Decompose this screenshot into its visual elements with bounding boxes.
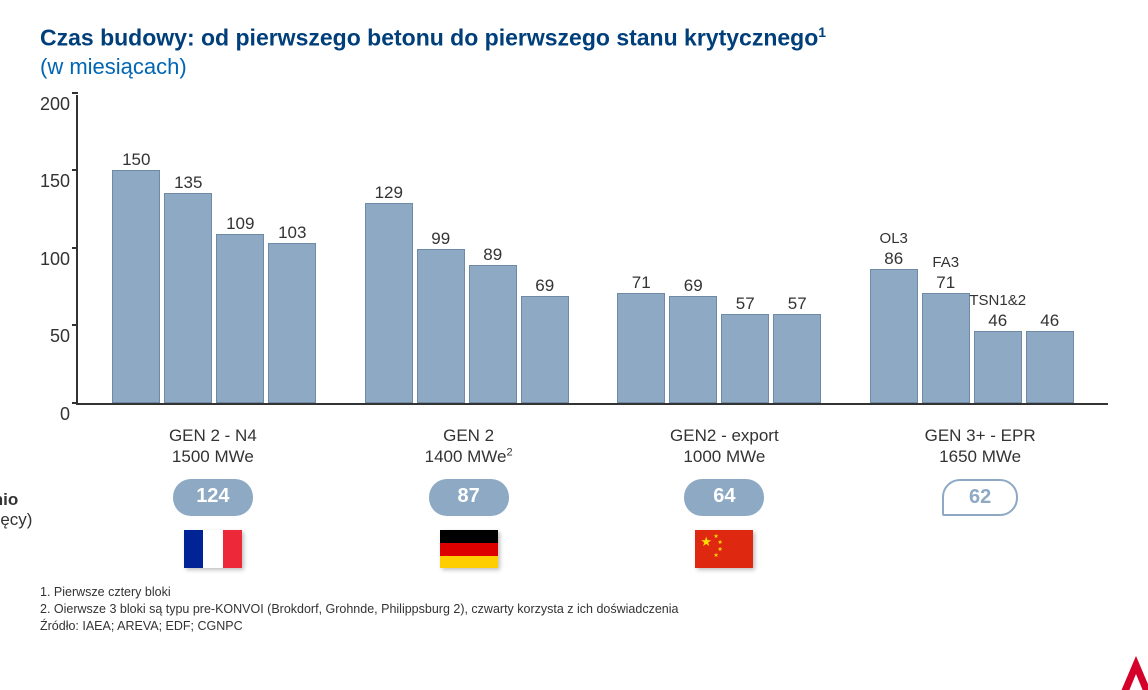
bar-value-label: 71	[632, 274, 651, 291]
category-label: GEN 21400 MWe2	[341, 425, 597, 468]
footnote-2: 2. Oierwsze 3 bloki są typu pre-KONVOI (…	[40, 601, 1108, 618]
bar-extra-label: OL3	[880, 230, 908, 248]
bar-extra-label: TSN1&2	[969, 292, 1026, 310]
bar-value-label: 69	[684, 277, 703, 294]
title-sup: 1	[818, 24, 826, 40]
title-text: Czas budowy: od pierwszego betonu do pie…	[40, 25, 818, 51]
flag-france-icon	[184, 530, 242, 568]
y-axis: 200150100500	[40, 95, 76, 415]
bar: 46	[1026, 95, 1074, 403]
average-label: Średnio (miesięcy)	[0, 490, 75, 531]
bar-group: OL386FA371TSN1&24646	[846, 95, 1098, 403]
bar-group: 129 99 89 69	[341, 95, 593, 403]
footnote-1: 1. Pierwsze cztery bloki	[40, 584, 1108, 601]
average-row: Średnio (miesięcy) 124876462	[40, 479, 1108, 516]
y-tick-label: 100	[40, 250, 70, 328]
category-row: GEN 2 - N41500 MWeGEN 21400 MWe2GEN2 - e…	[40, 425, 1108, 468]
y-tick-label: 200	[40, 95, 70, 173]
bar-rect	[773, 314, 821, 402]
average-cell: 87	[341, 479, 597, 516]
average-cell: 64	[597, 479, 853, 516]
bar-value-label: 135	[174, 174, 202, 191]
bar-rect	[469, 265, 517, 403]
bar-value-label: 57	[736, 295, 755, 312]
flag-china-icon: ★★★★★	[695, 530, 753, 568]
average-cell: 124	[85, 479, 341, 516]
bar: 89	[469, 95, 517, 403]
bar: FA371	[922, 95, 970, 403]
bar: 103	[268, 95, 316, 403]
average-cells: 124 87 64 62	[40, 479, 1108, 516]
category-label: GEN 2 - N41500 MWe	[85, 425, 341, 468]
bar: 129	[365, 95, 413, 403]
bar: 99	[417, 95, 465, 403]
bar-rect	[617, 293, 665, 403]
brand-logo-icon	[1106, 648, 1148, 690]
flag-cell	[852, 530, 1108, 568]
bar-rect	[521, 296, 569, 403]
category-label: GEN2 - export1000 MWe	[597, 425, 853, 468]
y-tick-label: 0	[60, 405, 70, 415]
flag-row: ★★★★★	[40, 530, 1108, 568]
footnotes: 1. Pierwsze cztery bloki 2. Oierwsze 3 b…	[40, 584, 1108, 635]
bar-rect	[268, 243, 316, 403]
bar-rect	[721, 314, 769, 402]
bar-extra-label: FA3	[932, 254, 959, 272]
bar-value-label: 57	[788, 295, 807, 312]
bar-value-label: 46	[1040, 312, 1059, 329]
bar-rect	[669, 296, 717, 403]
plot-area: 15013510910312999896971695757OL386FA371T…	[76, 95, 1108, 405]
bar-rect	[112, 170, 160, 403]
bar-value-label: 99	[431, 230, 450, 247]
bar-rect	[365, 203, 413, 403]
bar-value-label: 103	[278, 224, 306, 241]
bar: TSN1&246	[974, 95, 1022, 403]
bar-value-label: 86	[884, 250, 903, 267]
bar: 109	[216, 95, 264, 403]
bar: 69	[521, 95, 569, 403]
chart-title: Czas budowy: od pierwszego betonu do pie…	[40, 24, 1108, 52]
bar: 57	[773, 95, 821, 403]
bar-rect	[216, 234, 264, 403]
bar: 69	[669, 95, 717, 403]
chart-area: 200150100500 150135109103129998969716957…	[40, 95, 1108, 415]
average-pill: 87	[429, 479, 509, 516]
flag-cell	[85, 530, 341, 568]
bar-value-label: 71	[936, 274, 955, 291]
bar-value-label: 109	[226, 215, 254, 232]
bar-rect	[164, 193, 212, 402]
bar: 135	[164, 95, 212, 403]
bar: OL386	[870, 95, 918, 403]
bar-rect	[922, 293, 970, 403]
bar-value-label: 69	[535, 277, 554, 294]
average-pill: 62	[942, 479, 1018, 516]
flag-germany-icon	[440, 530, 498, 568]
bar-group: 71 69 57 57	[593, 95, 845, 403]
flag-cell: ★★★★★	[597, 530, 853, 568]
chart-subtitle: (w miesiącach)	[40, 54, 1108, 80]
flag-cell	[341, 530, 597, 568]
average-cell: 62	[852, 479, 1108, 516]
bar-rect	[1026, 331, 1074, 402]
y-tick-label: 150	[40, 172, 70, 250]
bar-value-label: 150	[122, 151, 150, 168]
bar: 57	[721, 95, 769, 403]
average-pill: 64	[684, 479, 764, 516]
bar-group: 150 135 109 103	[88, 95, 340, 403]
category-label: GEN 3+ - EPR1650 MWe	[852, 425, 1108, 468]
average-label-sub: (miesięcy)	[0, 510, 32, 529]
average-label-bold: Średnio	[0, 490, 18, 509]
bar-value-label: 46	[988, 312, 1007, 329]
y-tick-label: 50	[50, 327, 70, 405]
bar-value-label: 89	[483, 246, 502, 263]
bar-rect	[974, 331, 1022, 402]
bar: 150	[112, 95, 160, 403]
bar-rect	[870, 269, 918, 402]
bar-rect	[417, 249, 465, 402]
average-pill: 124	[173, 479, 253, 516]
footnote-source: Źródło: IAEA; AREVA; EDF; CGNPC	[40, 618, 1108, 635]
bar-value-label: 129	[375, 184, 403, 201]
bar: 71	[617, 95, 665, 403]
